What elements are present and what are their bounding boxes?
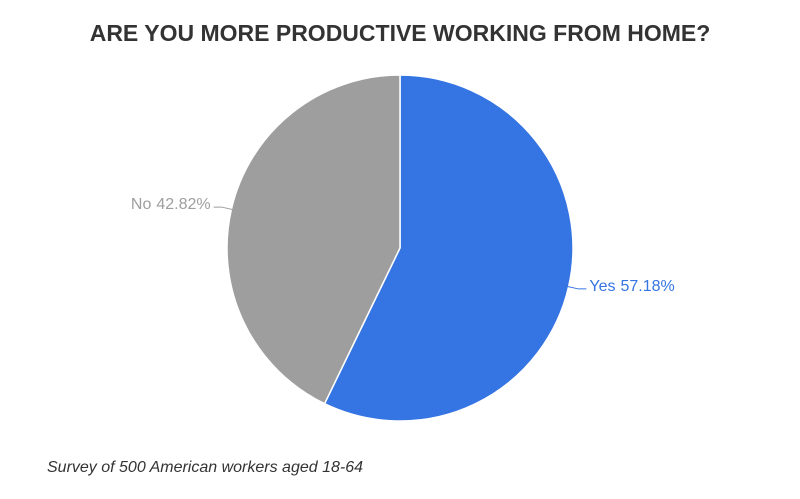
data-label: Yes 57.18%: [589, 278, 674, 295]
value-label: 57.18%: [620, 278, 674, 295]
leader-line: [567, 285, 587, 290]
data-label: No 42.82%: [131, 196, 211, 213]
category-label: No: [131, 196, 152, 213]
caption: Survey of 500 American workers aged 18-6…: [47, 459, 363, 476]
chart-title: ARE YOU MORE PRODUCTIVE WORKING FROM HOM…: [90, 20, 711, 46]
leader-line: [213, 206, 233, 211]
category-label: Yes: [589, 278, 615, 295]
value-label: 42.82%: [156, 196, 210, 213]
